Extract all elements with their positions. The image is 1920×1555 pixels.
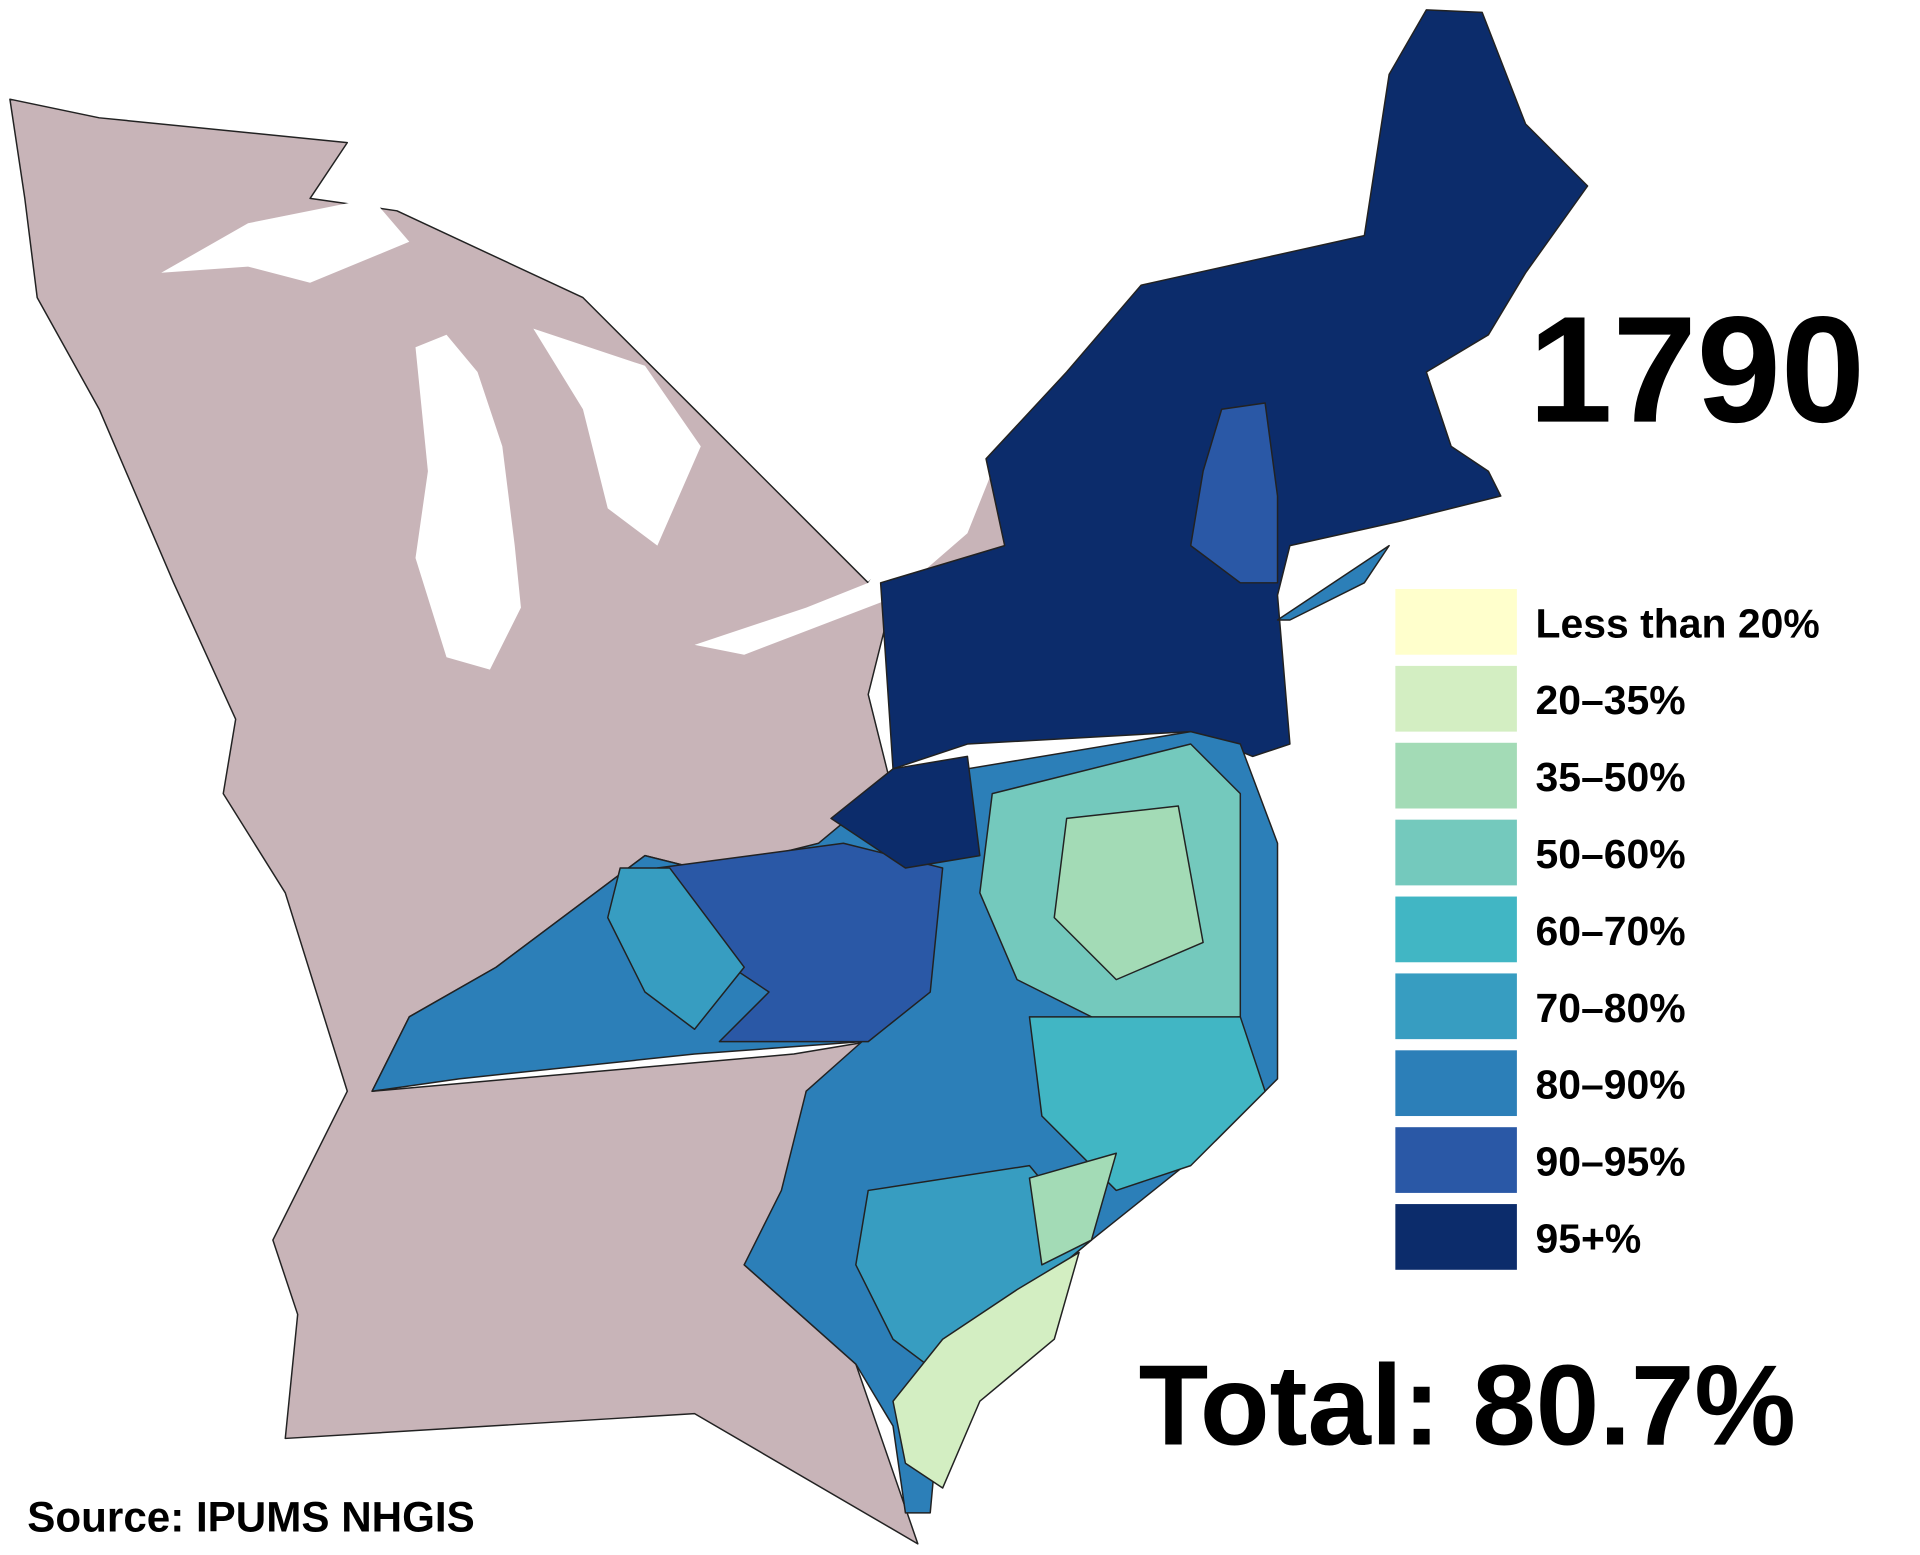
western-territory bbox=[9, 98, 1012, 1545]
region-hudson bbox=[1189, 402, 1279, 584]
legend-swatch bbox=[1395, 665, 1517, 732]
legend-label: 70–80% bbox=[1536, 985, 1686, 1031]
total: Total: 80.7% bbox=[1139, 1343, 1796, 1470]
region-kentucky-east bbox=[607, 867, 745, 1030]
year-title: 1790 bbox=[1528, 286, 1865, 455]
legend-label: 35–50% bbox=[1536, 754, 1686, 800]
legend: Less than 20% 20–35% 35–50% 50–60% 60–70% 70–… bbox=[1395, 589, 1820, 1270]
legend-swatch bbox=[1395, 1050, 1517, 1117]
legend-label: 80–90% bbox=[1536, 1062, 1686, 1108]
legend-swatch bbox=[1395, 1127, 1517, 1193]
land bbox=[9, 9, 1589, 1545]
region-northeast bbox=[879, 9, 1589, 770]
source: Source: IPUMS NHGIS bbox=[27, 1493, 474, 1540]
legend-swatch bbox=[1395, 589, 1517, 655]
lake-erie-ontario bbox=[694, 456, 993, 655]
region-carolina-coast-north bbox=[1028, 1152, 1118, 1266]
region-carolina-coast bbox=[892, 1251, 1080, 1489]
legend-swatch bbox=[1395, 1204, 1517, 1270]
lake-michigan bbox=[415, 334, 521, 670]
region-west-pa bbox=[830, 755, 981, 869]
legend-swatch bbox=[1395, 819, 1517, 886]
region-north-carolina-east bbox=[1028, 1016, 1266, 1192]
legend-swatch bbox=[1395, 973, 1517, 1040]
legend-label: Less than 20% bbox=[1536, 600, 1820, 646]
legend-label: 50–60% bbox=[1536, 831, 1686, 877]
legend-label: 90–95% bbox=[1536, 1139, 1686, 1185]
lake-superior bbox=[161, 198, 410, 283]
legend-label: 95+% bbox=[1536, 1215, 1642, 1261]
legend-label: 20–35% bbox=[1536, 677, 1686, 723]
legend-label: 60–70% bbox=[1536, 908, 1686, 954]
legend-swatch bbox=[1395, 742, 1517, 809]
region-long-island bbox=[1276, 544, 1390, 621]
lake-huron bbox=[533, 328, 701, 546]
legend-swatch bbox=[1395, 896, 1517, 963]
region-virginia-piedmont bbox=[1053, 805, 1204, 981]
